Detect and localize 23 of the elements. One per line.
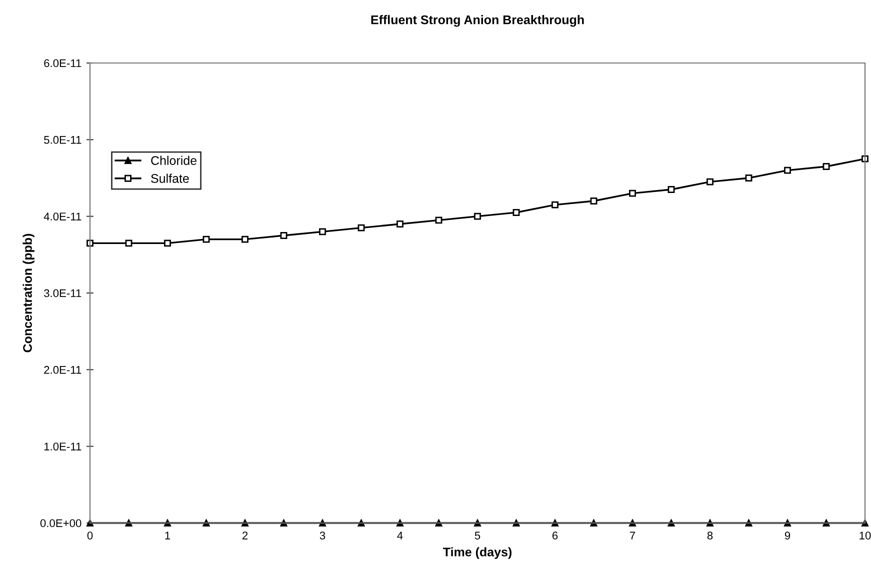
chart-title: Effluent Strong Anion Breakthrough <box>371 15 584 27</box>
legend-label: Chloride <box>151 156 196 165</box>
x-tick-label: 9 <box>784 532 790 540</box>
x-tick-label: 2 <box>242 532 248 540</box>
y-tick-label: 2.0E-11 <box>44 366 82 374</box>
legend-label: Sulfate <box>151 174 189 183</box>
y-tick-label: 0.0E+00 <box>40 519 82 528</box>
y-tick-label: 6.0E-11 <box>44 59 82 68</box>
x-tick-label: 8 <box>707 532 713 540</box>
y-tick-label: 1.0E-11 <box>44 442 82 450</box>
x-tick-label: 6 <box>552 532 558 540</box>
x-tick-label: 1 <box>165 532 170 540</box>
x-axis-title: Time (days) <box>443 547 512 559</box>
x-tick-label: 10 <box>860 532 871 540</box>
x-tick-label: 7 <box>630 532 636 540</box>
x-tick-label: 5 <box>474 532 480 540</box>
x-tick-label: 3 <box>320 532 326 540</box>
y-tick-label: 3.0E-11 <box>44 289 82 298</box>
y-tick-label: 4.0E-11 <box>44 212 82 220</box>
x-tick-label: 4 <box>397 532 403 540</box>
y-axis-title: Concentration (ppb) <box>22 234 34 352</box>
y-tick-label: 5.0E-11 <box>44 136 82 144</box>
x-tick-label: 0 <box>87 532 93 540</box>
